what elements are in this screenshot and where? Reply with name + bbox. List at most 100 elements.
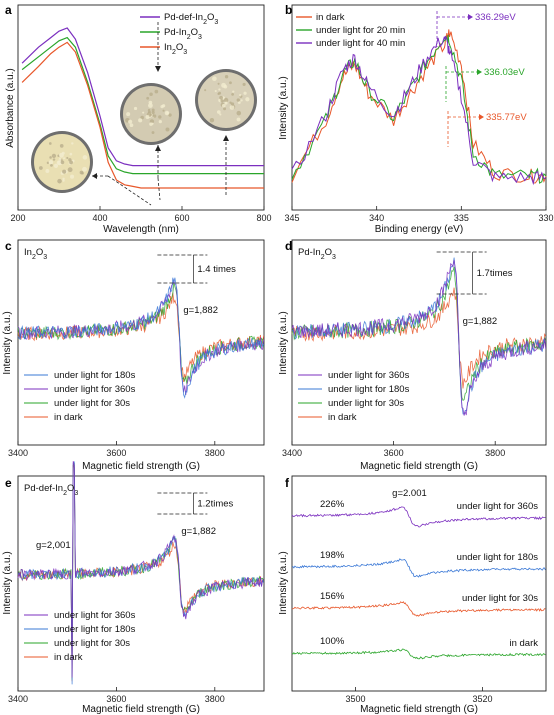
- sample-texture: [69, 152, 73, 156]
- panel-d: d Intensity (a.u.) Magnetic field streng…: [278, 239, 547, 472]
- panel-pd-legend-label: under light for 30s: [328, 398, 404, 409]
- arrow-head: [92, 173, 97, 179]
- panel-e: e Intensity (a.u.) Magnetic field streng…: [2, 460, 265, 715]
- panel-f-series-1: [291, 558, 546, 578]
- panel-pd-series-1: [291, 266, 547, 402]
- panel-f-percent: 198%: [320, 550, 345, 561]
- panel-label-f: f: [285, 476, 290, 490]
- panel-b-ann-arrowhead: [479, 114, 484, 120]
- sample-texture: [219, 95, 223, 100]
- panel-pc-x-tick-label: 3600: [106, 448, 126, 458]
- g-value-label: g=2,001: [36, 540, 71, 551]
- sample-texture: [218, 88, 221, 91]
- sample-texture: [51, 153, 57, 159]
- g-value-label: g=1,882: [181, 526, 216, 537]
- sample-texture: [82, 166, 87, 172]
- panel-a-x-tick-label: 800: [256, 213, 271, 223]
- panel-label-e: e: [5, 476, 12, 490]
- sample-texture: [222, 103, 226, 108]
- sample-texture: [147, 108, 151, 112]
- panel-pe-x-tick-label: 3800: [205, 694, 225, 704]
- panel-b-x-tick-label: 345: [284, 213, 299, 223]
- sample-texture: [145, 114, 150, 119]
- panel-pe-legend-label: under light for 360s: [54, 610, 136, 621]
- sample-texture: [152, 114, 157, 118]
- sample-texture: [154, 89, 159, 94]
- panel-d-xlabel: Magnetic field strength (G): [360, 461, 478, 472]
- panel-a-series-0: [21, 27, 264, 167]
- sample-texture: [60, 160, 65, 165]
- sample-texture: [204, 89, 207, 92]
- sample-texture: [214, 89, 217, 93]
- panel-label-b: b: [285, 3, 292, 17]
- panel-f-series-2: [291, 601, 546, 617]
- sample-texture: [236, 98, 240, 102]
- sample-texture: [69, 160, 73, 165]
- sample-texture: [242, 82, 246, 86]
- sample-texture: [219, 113, 222, 116]
- panel-b-x-tick-label: 330: [538, 213, 553, 223]
- sample-texture: [165, 127, 170, 132]
- sample-texture: [38, 166, 43, 170]
- sample-texture: [223, 84, 228, 89]
- panel-b-series-1: [291, 34, 547, 184]
- panel-pc-legend-label: under light for 30s: [54, 398, 130, 409]
- ratio-label: 1.2times: [197, 499, 233, 510]
- panel-a-x-tick-label: 400: [92, 213, 107, 223]
- panel-b-ann-arrowhead: [468, 14, 473, 20]
- panel-pe-series-3: [17, 460, 264, 678]
- sample-texture: [148, 103, 153, 108]
- panel-b-legend-label: in dark: [316, 12, 345, 23]
- sample-texture: [81, 171, 84, 175]
- sample-texture: [140, 115, 144, 120]
- sample-texture: [138, 118, 143, 123]
- sample-texture: [62, 177, 65, 181]
- panel-b-x-tick-label: 335: [454, 213, 469, 223]
- arrow-line: [157, 177, 161, 201]
- sample-texture: [230, 102, 235, 106]
- sample-texture: [223, 107, 227, 111]
- arrow-head: [155, 66, 161, 72]
- panel-a-legend-label: Pd-def-In2O3: [164, 12, 218, 26]
- panel-a-x-tick-label: 200: [10, 213, 25, 223]
- panel-a-x-tick-label: 600: [174, 213, 189, 223]
- panel-f-x-tick-label: 3520: [472, 694, 492, 704]
- sample-texture: [236, 117, 241, 122]
- panel-b-frame: [291, 4, 547, 211]
- sample-texture: [245, 97, 250, 102]
- g-value-label: g=2.001: [392, 488, 427, 499]
- panel-e-ylabel: Intensity (a.u.): [2, 551, 13, 614]
- g-value-label: g=1,882: [183, 305, 218, 316]
- panel-f-x-tick-label: 3500: [345, 694, 365, 704]
- sample-texture: [128, 119, 133, 124]
- sample-texture: [236, 110, 242, 116]
- sample-texture: [67, 167, 73, 173]
- sample-texture: [70, 174, 75, 179]
- sample-texture: [56, 160, 62, 165]
- panel-c-frame: [17, 239, 265, 446]
- sample-texture: [218, 91, 222, 95]
- panel-b-xlabel: Binding energy (eV): [375, 224, 463, 235]
- panel-f-ylabel: Intensity (a.u.): [278, 551, 289, 614]
- sample-texture: [158, 115, 162, 119]
- panel-pe-x-tick-label: 3400: [8, 694, 28, 704]
- panel-a: a Absorbance (a.u.) Wavelength (nm) 200 4…: [5, 3, 272, 235]
- panel-label-c: c: [5, 239, 12, 253]
- panel-label-d: d: [285, 239, 292, 253]
- panel-b-ann-label: 335.77eV: [486, 112, 527, 123]
- sample-texture: [66, 156, 69, 159]
- panel-pe-legend-label: under light for 180s: [54, 624, 136, 635]
- panel-pc-series-2: [17, 279, 265, 396]
- sample-texture: [231, 93, 235, 96]
- sample-texture: [57, 178, 62, 184]
- sample-texture: [229, 81, 232, 85]
- sample-texture: [151, 131, 155, 134]
- panel-a-ylabel: Absorbance (a.u.): [5, 68, 16, 148]
- sample-texture: [239, 94, 242, 97]
- panel-f-series-label: under light for 180s: [457, 552, 539, 563]
- sample-texture: [48, 142, 52, 145]
- panel-pe-legend-label: under light for 30s: [54, 638, 130, 649]
- panel-f-series-0: [291, 506, 546, 528]
- sample-texture: [243, 91, 247, 95]
